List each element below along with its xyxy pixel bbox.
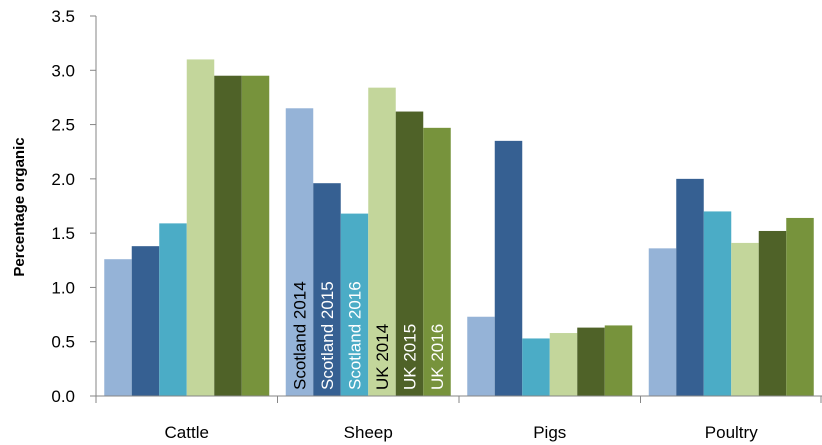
x-axis-labels: Cattle Sheep Pigs Poultry	[165, 423, 759, 442]
y-tick-label: 3.0	[51, 61, 75, 80]
bar-sheep-scotland-2014	[285, 108, 314, 397]
bar-cattle-scotland-2015	[131, 246, 160, 396]
y-tick-label: 2.5	[51, 116, 75, 135]
y-tick-label: 0.5	[51, 333, 75, 352]
y-tick-label: 3.5	[51, 7, 75, 26]
bar-pigs-scotland-2014	[467, 316, 495, 396]
series-label: Scotland 2016	[346, 281, 365, 390]
bar-cattle-scotland-2014	[104, 259, 132, 396]
bar-cattle-uk-2015	[214, 75, 242, 396]
bars	[104, 59, 814, 397]
bar-poultry-uk-2015	[758, 230, 787, 396]
bar-poultry-uk-2016	[786, 217, 814, 396]
axes	[95, 16, 822, 403]
y-tick-label: 1.0	[51, 278, 75, 297]
x-category-label: Sheep	[344, 423, 393, 442]
bar-cattle-scotland-2016	[159, 223, 187, 396]
bar-sheep-uk-2015	[395, 111, 424, 397]
bar-poultry-scotland-2016	[703, 211, 732, 396]
bar-pigs-uk-2015	[577, 327, 605, 396]
series-label: Scotland 2015	[318, 281, 337, 390]
x-category-label: Pigs	[533, 423, 566, 442]
bar-poultry-scotland-2015	[676, 178, 704, 396]
series-labels: Scotland 2014 Scotland 2015 Scotland 2016 U…	[291, 281, 448, 390]
bar-sheep-scotland-2015	[313, 183, 341, 396]
x-category-label: Cattle	[165, 423, 209, 442]
bar-pigs-scotland-2016	[522, 338, 550, 396]
y-axis-title: Percentage organic	[11, 137, 28, 276]
y-tick-label: 1.5	[51, 224, 75, 243]
series-label: UK 2015	[401, 324, 420, 390]
series-label: UK 2014	[373, 324, 392, 390]
y-tick-label: 0.0	[51, 387, 75, 406]
x-category-label: Poultry	[705, 423, 758, 442]
series-label: UK 2016	[428, 324, 447, 390]
bar-sheep-uk-2014	[368, 87, 396, 397]
bar-pigs-uk-2016	[604, 325, 633, 396]
series-label: Scotland 2014	[291, 281, 310, 390]
bar-sheep-uk-2016	[423, 127, 451, 396]
bar-cattle-uk-2014	[186, 59, 215, 397]
y-tick-label: 2.0	[51, 170, 75, 189]
bar-sheep-scotland-2016	[340, 213, 369, 396]
bar-pigs-uk-2014	[549, 333, 578, 396]
bar-poultry-scotland-2014	[648, 248, 677, 396]
y-axis-ticks: 0.0 0.5 1.0 1.5 2.0 2.5 3.0 3.5	[51, 7, 96, 406]
bar-cattle-uk-2016	[241, 75, 270, 396]
bar-pigs-scotland-2015	[494, 140, 523, 396]
bar-poultry-uk-2014	[731, 242, 759, 396]
